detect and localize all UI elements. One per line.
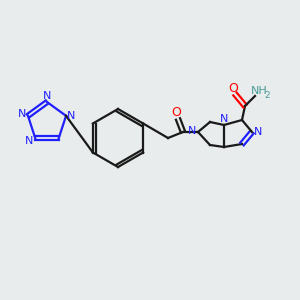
Text: N: N [67, 111, 75, 121]
Text: 2: 2 [264, 92, 270, 100]
Text: N: N [220, 114, 228, 124]
Text: NH: NH [250, 86, 267, 96]
Text: N: N [25, 136, 33, 146]
Text: O: O [171, 106, 181, 118]
Text: N: N [43, 91, 51, 101]
Text: N: N [254, 127, 262, 137]
Text: N: N [188, 126, 196, 136]
Text: N: N [18, 109, 26, 119]
Text: O: O [228, 82, 238, 94]
